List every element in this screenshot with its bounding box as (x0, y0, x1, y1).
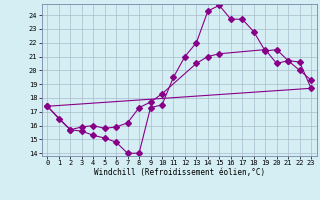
X-axis label: Windchill (Refroidissement éolien,°C): Windchill (Refroidissement éolien,°C) (94, 168, 265, 177)
